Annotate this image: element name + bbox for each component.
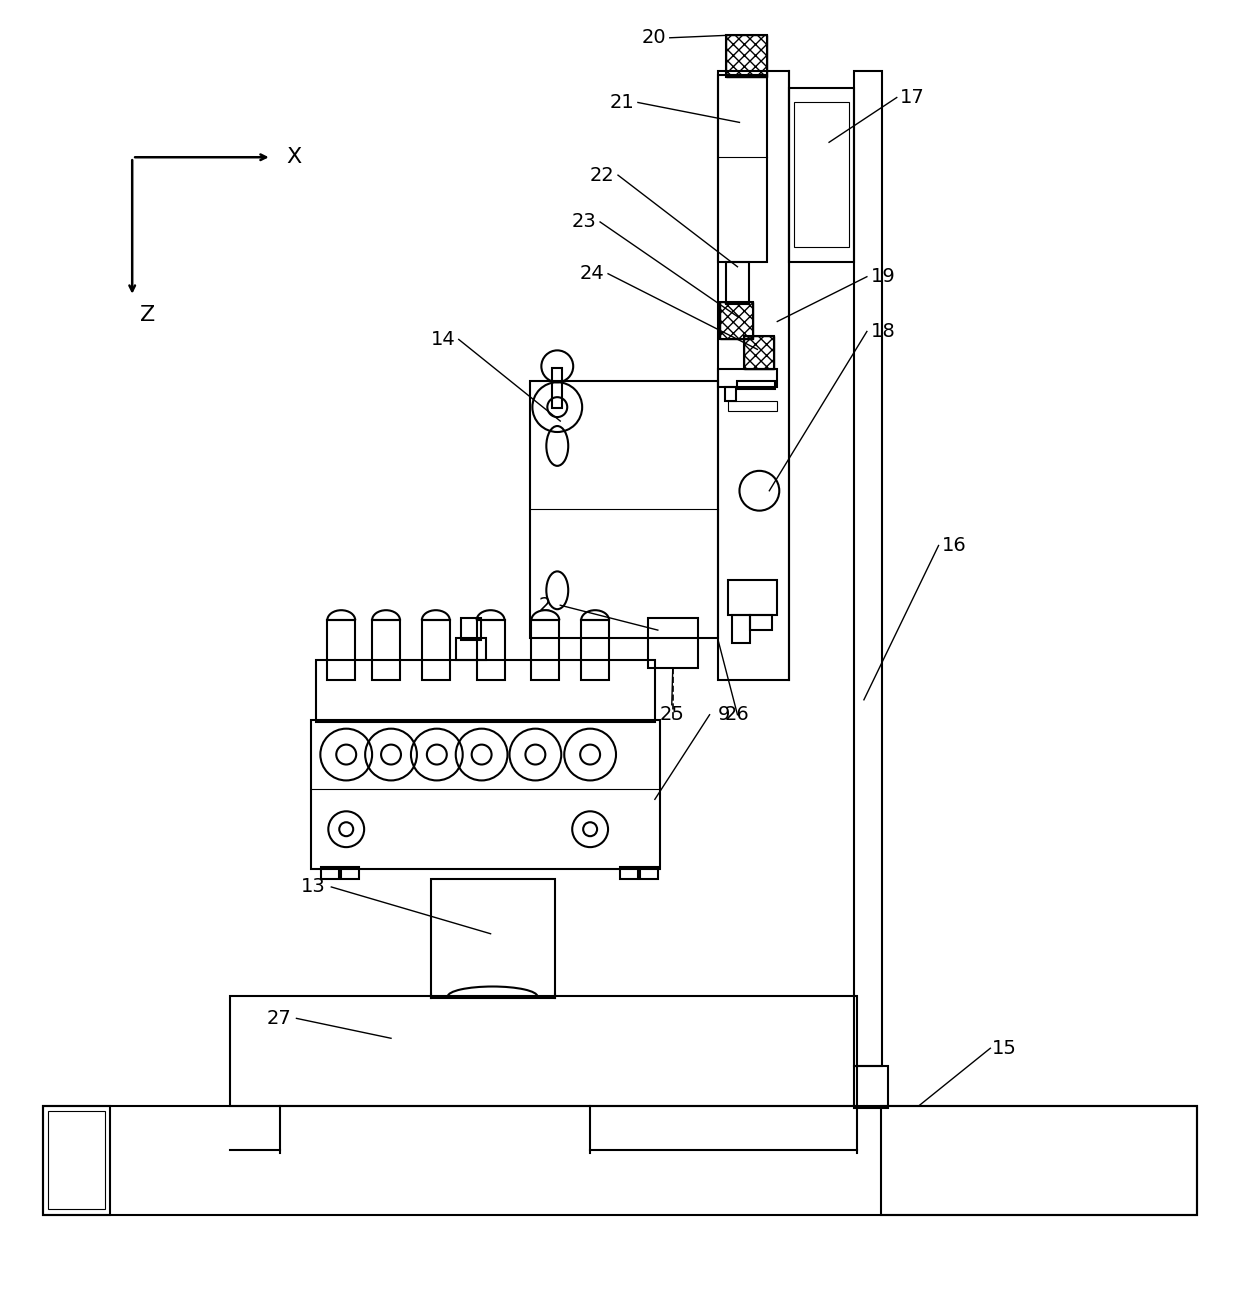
Bar	[640, 867, 658, 878]
Bar	[728, 401, 777, 412]
Text: 13: 13	[301, 877, 326, 897]
Text: 24: 24	[580, 265, 605, 283]
Bar	[794, 102, 849, 246]
Bar	[744, 337, 774, 370]
Text: 26: 26	[725, 705, 750, 724]
Bar	[750, 615, 773, 631]
Bar	[733, 615, 750, 644]
Bar	[531, 382, 718, 638]
Text: 2: 2	[538, 595, 551, 615]
Text: 25: 25	[660, 705, 684, 724]
Bar	[552, 368, 562, 408]
Bar	[42, 1106, 1198, 1215]
Bar	[311, 720, 660, 869]
Text: 21: 21	[610, 93, 635, 111]
Bar	[341, 867, 360, 878]
Bar	[718, 370, 777, 387]
Text: 16: 16	[942, 536, 967, 555]
Bar	[321, 867, 340, 878]
Bar	[532, 620, 559, 680]
Bar	[456, 638, 486, 659]
Text: Z: Z	[140, 304, 155, 325]
Bar	[461, 619, 481, 640]
Text: 9: 9	[718, 705, 729, 724]
Bar	[738, 382, 775, 389]
Text: 18: 18	[870, 323, 895, 341]
Bar	[476, 620, 505, 680]
Text: 19: 19	[870, 267, 895, 286]
Text: 23: 23	[572, 212, 596, 232]
Text: 22: 22	[590, 165, 615, 185]
Bar	[719, 302, 754, 340]
Text: X: X	[286, 147, 301, 168]
Bar	[854, 1066, 888, 1108]
Bar	[316, 659, 655, 721]
Text: 17: 17	[900, 88, 925, 108]
Text: 14: 14	[430, 330, 455, 349]
Bar	[725, 35, 768, 76]
Bar	[327, 620, 355, 680]
Text: 20: 20	[641, 29, 666, 47]
Bar	[372, 620, 401, 680]
Bar	[725, 262, 749, 304]
Bar	[422, 620, 450, 680]
Bar	[430, 878, 556, 999]
Bar	[42, 1106, 110, 1215]
Bar	[718, 75, 768, 262]
Bar	[789, 88, 854, 262]
Bar	[582, 620, 609, 680]
Bar	[719, 302, 754, 340]
Bar	[718, 71, 789, 680]
Bar	[647, 619, 698, 667]
Text: 27: 27	[267, 1009, 291, 1028]
Bar	[854, 71, 882, 1066]
Bar	[744, 337, 774, 370]
Bar	[724, 387, 737, 401]
Bar	[620, 867, 637, 878]
Text: 15: 15	[992, 1038, 1017, 1058]
Bar	[725, 35, 768, 76]
Bar	[880, 1106, 1198, 1215]
Bar	[728, 581, 777, 615]
Bar	[47, 1110, 105, 1209]
Bar	[229, 996, 857, 1106]
